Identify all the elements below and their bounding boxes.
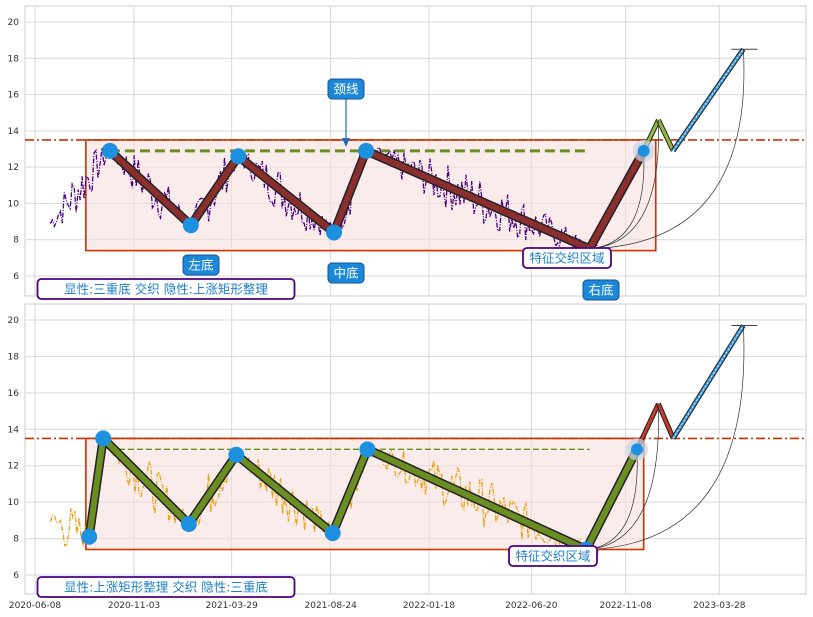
y-tick-label: 6 <box>13 272 19 282</box>
x-tick-label: 2021-03-29 <box>206 601 259 611</box>
status-label: 显性:三重底 交织 隐性:上涨矩形整理 <box>36 278 296 300</box>
projection-arc <box>589 119 659 250</box>
x-tick-label: 2023-03-28 <box>693 601 746 611</box>
status-label-box <box>36 278 296 300</box>
x-tick-label: 2020-06-08 <box>9 601 62 611</box>
forecast-segment <box>671 324 745 440</box>
y-tick-label: 16 <box>8 91 20 101</box>
projection-arc <box>589 49 745 250</box>
pattern-marker <box>95 430 112 447</box>
left-bottom-label: 左底 <box>182 254 220 276</box>
status-label-text: 显性:上涨矩形整理 交织 隐性:三重底 <box>64 580 268 595</box>
pattern-marker <box>228 446 245 463</box>
forecast-segment <box>657 119 675 152</box>
projection-arc <box>586 449 638 550</box>
pattern-line <box>86 435 640 553</box>
right-bottom-label-text: 右底 <box>588 283 613 298</box>
y-tick-label: 20 <box>8 18 20 28</box>
pattern-marker <box>101 142 118 159</box>
y-tick-label: 18 <box>8 352 20 362</box>
pattern-marker <box>326 224 343 241</box>
y-tick-label: 14 <box>8 127 20 137</box>
pattern-marker <box>230 148 247 165</box>
neckline-label: 颈线 <box>327 78 365 100</box>
y-tick-label: 10 <box>8 199 20 209</box>
feature-zone-label-text: 特征交织区域 <box>529 251 604 266</box>
y-tick-label: 20 <box>8 316 20 326</box>
middle-bottom-label-text: 中底 <box>333 266 358 281</box>
forecast-highlight <box>672 48 744 152</box>
feature-zone-label-text: 特征交织区域 <box>515 549 590 564</box>
status-label-text: 显性:三重底 交织 隐性:上涨矩形整理 <box>64 282 268 297</box>
status-label-box <box>36 576 296 598</box>
feature-zone-label: 特征交织区域 <box>508 545 598 567</box>
projection-arc <box>589 150 645 250</box>
y-tick-label: 6 <box>13 571 19 581</box>
x-tick-label: 2020-11-03 <box>108 601 160 611</box>
neckline-arrowhead <box>342 138 350 147</box>
y-tick-label: 12 <box>8 163 19 173</box>
feature-zone-label-box <box>508 545 598 567</box>
left-bottom-label-text: 左底 <box>188 258 213 273</box>
middle-bottom-label: 中底 <box>327 262 365 284</box>
pattern-marker <box>180 516 197 532</box>
y-tick-label: 12 <box>8 462 19 472</box>
right-bottom-label-box <box>582 279 620 301</box>
pattern-marker <box>81 528 98 545</box>
projection-arc <box>586 325 745 550</box>
pattern-marker <box>182 217 199 234</box>
y-tick-label: 14 <box>8 425 20 435</box>
right-bottom-label: 右底 <box>582 279 620 301</box>
y-tick-label: 8 <box>13 535 19 545</box>
x-tick-label: 2022-06-20 <box>505 601 558 611</box>
pattern-marker <box>637 144 650 157</box>
x-tick-label: 2022-01-18 <box>403 601 456 611</box>
y-tick-label: 16 <box>8 389 20 399</box>
pattern-marker <box>631 443 644 456</box>
pattern-marker <box>359 441 376 458</box>
y-tick-label: 8 <box>13 236 19 246</box>
pattern-marker <box>324 525 341 542</box>
neckline-label-text: 颈线 <box>333 82 359 97</box>
feature-zone-label: 特征交织区域 <box>522 247 612 269</box>
x-tick-label: 2022-11-08 <box>599 601 652 611</box>
feature-zone-label-box <box>522 247 612 269</box>
status-label: 显性:上涨矩形整理 交织 隐性:三重底 <box>36 576 296 598</box>
pattern-marker <box>358 142 375 159</box>
middle-bottom-label-box <box>327 262 365 284</box>
x-tick-label: 2021-08-24 <box>305 601 358 611</box>
forecast-segment <box>657 403 675 439</box>
projection-arc <box>586 403 659 550</box>
left-bottom-label-box <box>182 254 220 276</box>
panel-2: 6 8 10 12 14 16 18 20 2020-06-08 2020-11-03 2021-0… <box>8 303 807 611</box>
y-tick-label: 10 <box>8 498 20 508</box>
y-tick-label: 18 <box>8 54 20 64</box>
